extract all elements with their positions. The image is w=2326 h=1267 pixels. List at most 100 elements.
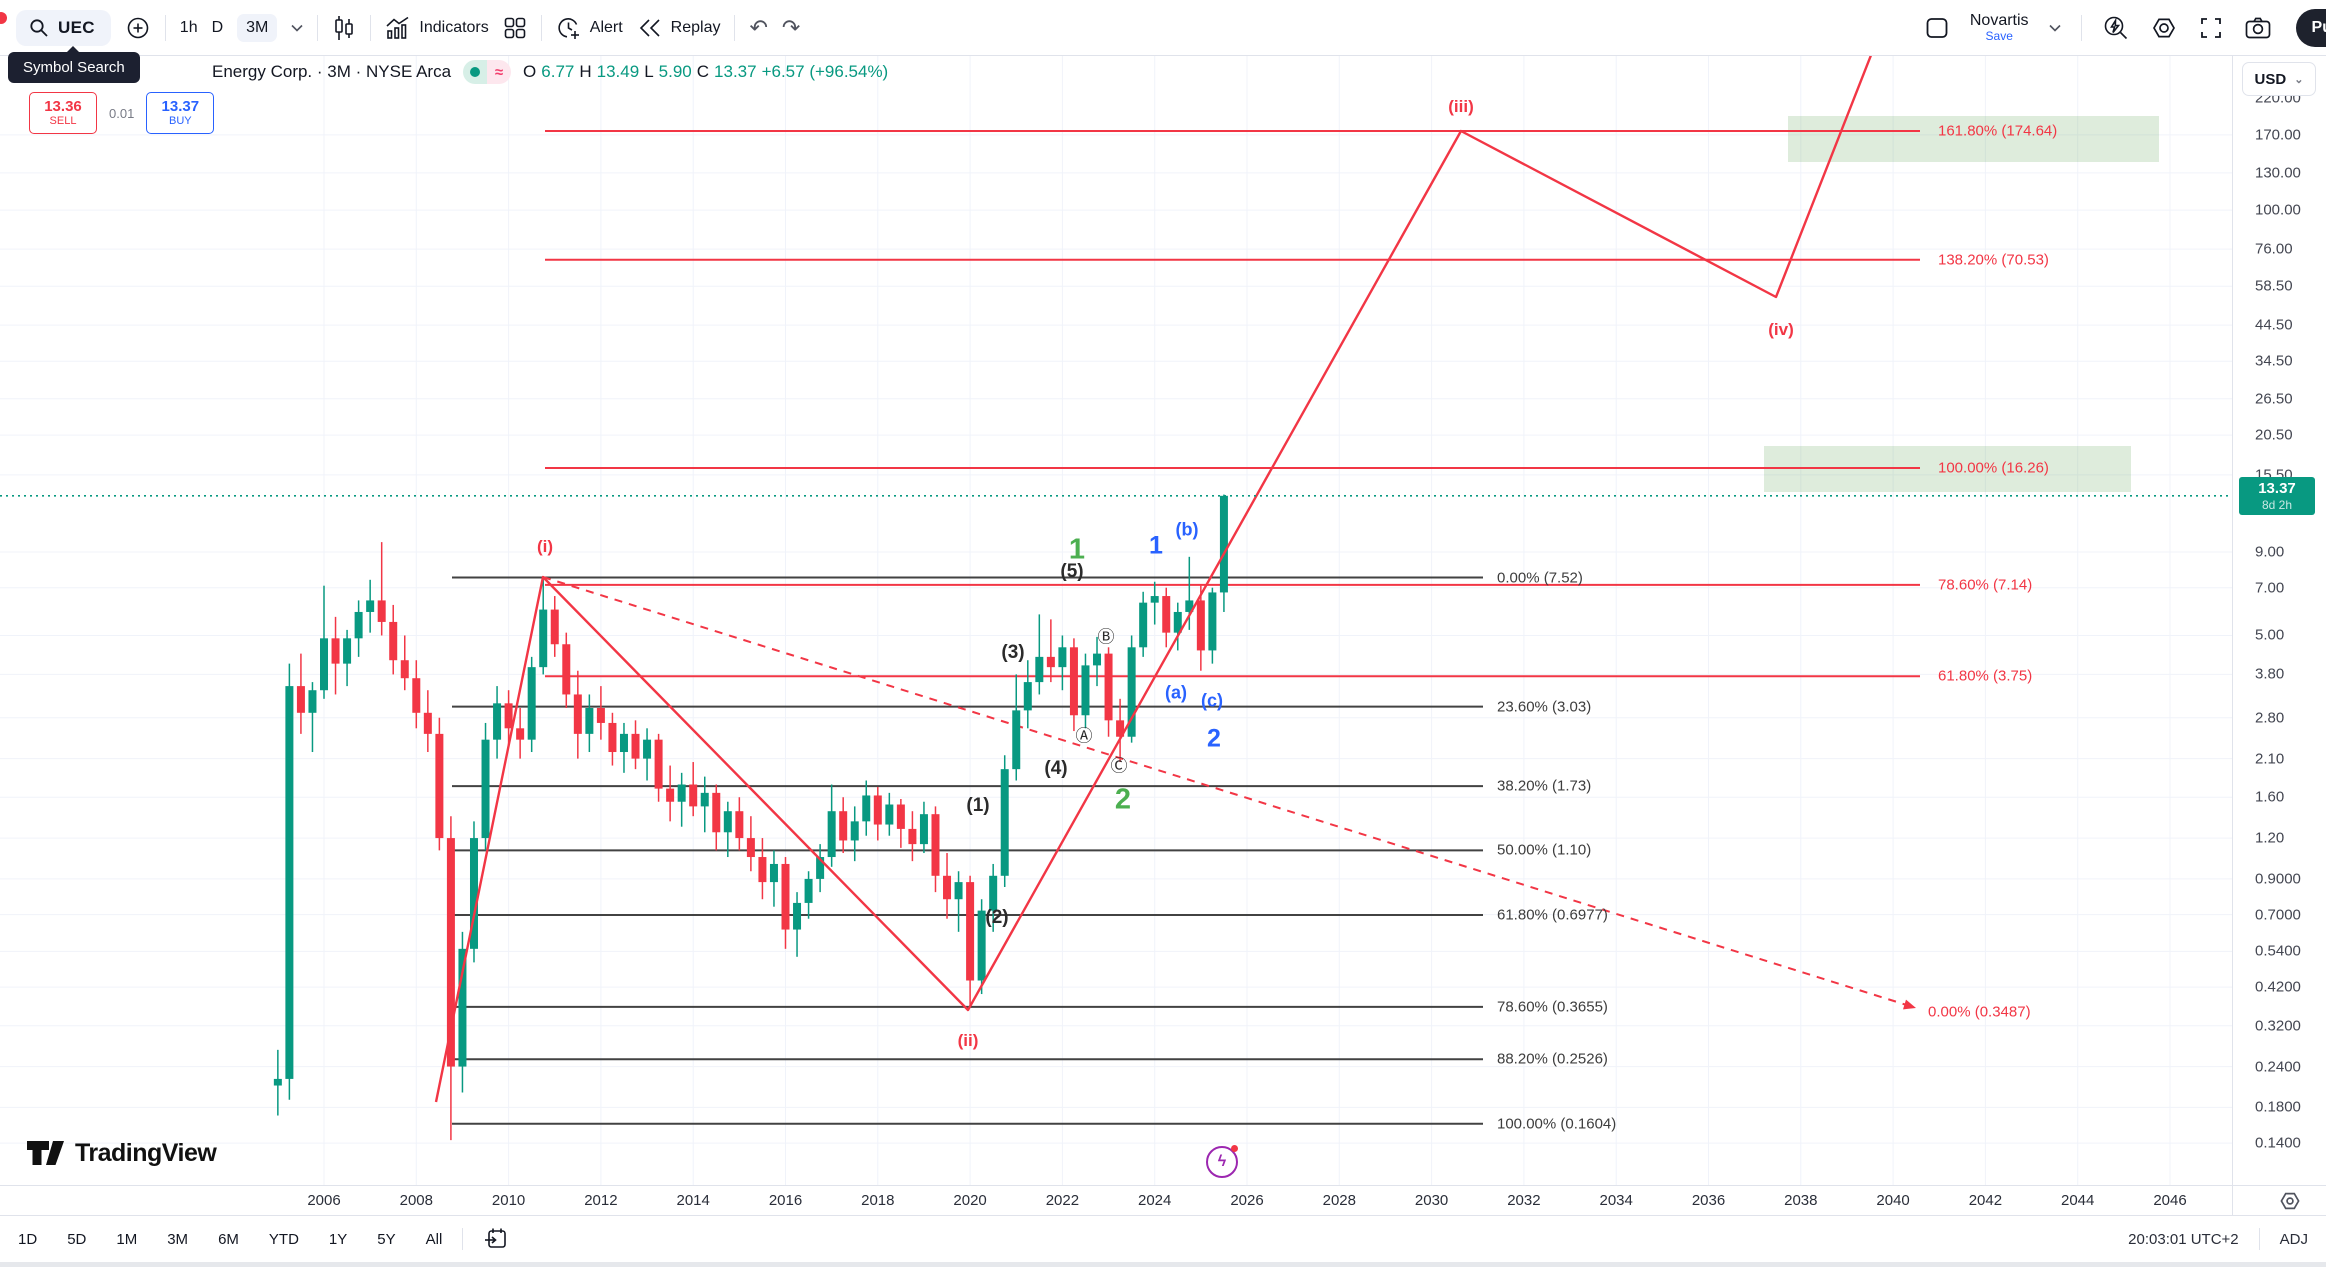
candlestick-series (273, 494, 1228, 1141)
layout-menu[interactable]: Novartis Save (1970, 12, 2029, 43)
divider (2232, 1186, 2233, 1216)
candle-body (1069, 647, 1078, 716)
symbol-search-button[interactable]: UEC (16, 9, 111, 46)
time-axis-settings-icon[interactable] (2278, 1189, 2302, 1213)
grid (0, 56, 2232, 1185)
currency-dropdown[interactable]: USD ⌄ (2242, 62, 2316, 96)
candle-body (885, 804, 894, 825)
change-value: +6.57 (+96.54%) (761, 62, 889, 81)
year-tick: 2008 (399, 1192, 433, 1209)
legend-title[interactable]: Energy Corp. · 3M · NYSE Arca (212, 62, 452, 81)
range-6m[interactable]: 6M (218, 1230, 239, 1248)
candle-body (850, 821, 859, 841)
candle-body (423, 712, 432, 734)
indicators-button[interactable]: Indicators (385, 16, 489, 40)
range-1m[interactable]: 1M (116, 1230, 138, 1248)
camera-snapshot-icon[interactable] (2244, 15, 2272, 41)
price-tick: 3.80 (2255, 665, 2285, 683)
year-tick: 2028 (1322, 1192, 1356, 1209)
top-toolbar: UEC 1h D 3M Indicators Alert Replay ↶ ↷ (0, 0, 2326, 56)
sell-button[interactable]: 13.36 SELL (29, 92, 97, 134)
candle-body (320, 638, 328, 691)
price-tick: 0.9000 (2255, 870, 2301, 888)
range-1y[interactable]: 1Y (328, 1230, 348, 1248)
candle-body (873, 795, 882, 825)
elliott-wave-line[interactable] (434, 56, 1875, 1103)
year-tick: 2022 (1045, 1192, 1080, 1209)
panel-toggle-icon[interactable] (1924, 15, 1950, 41)
price-tick: 5.00 (2255, 626, 2285, 644)
candle-body (504, 703, 513, 729)
compare-add-icon[interactable] (125, 15, 151, 41)
candle-body (296, 686, 305, 713)
buy-button[interactable]: 13.37 BUY (146, 92, 215, 134)
alert-button[interactable]: Alert (556, 15, 623, 41)
price-tick: 44.50 (2255, 316, 2293, 334)
candle-body (712, 792, 721, 833)
symbol-search-value: UEC (58, 17, 95, 37)
candle-body (1185, 600, 1194, 612)
divider (734, 14, 736, 41)
save-button[interactable]: Save (1985, 28, 2013, 43)
fullscreen-icon[interactable] (2198, 15, 2224, 41)
candle-body (366, 600, 375, 612)
quick-search-icon[interactable] (2102, 14, 2130, 42)
candle-body (1035, 656, 1044, 683)
candle-body (493, 703, 502, 740)
replay-button[interactable]: Replay (637, 16, 720, 40)
interval-3m-selected[interactable]: 3M (237, 13, 278, 42)
search-icon (30, 18, 48, 37)
year-tick: 2014 (676, 1192, 710, 1209)
settings-gear-icon[interactable] (2150, 14, 2178, 42)
symbol-search-tooltip: Symbol Search (8, 46, 140, 83)
year-tick: 2018 (861, 1192, 895, 1209)
redo-icon[interactable]: ↷ (781, 14, 801, 40)
year-tick: 2026 (1230, 1192, 1264, 1209)
candle-body (1196, 600, 1205, 651)
range-ytd[interactable]: YTD (268, 1230, 299, 1248)
publish-button[interactable]: Pu (2295, 8, 2326, 47)
adj-toggle[interactable]: ADJ (2279, 1230, 2308, 1248)
goto-date-icon[interactable] (483, 1226, 509, 1252)
candle-body (377, 600, 386, 622)
chevron-down-icon[interactable] (291, 24, 303, 32)
candle-body (435, 733, 444, 839)
interval-1h[interactable]: 1h (179, 18, 198, 36)
candlestick-chart[interactable] (0, 56, 2232, 1185)
price-tick: 0.1400 (2255, 1134, 2301, 1152)
wave-badge-icon: ≈ (487, 60, 512, 84)
interval-1d[interactable]: D (211, 18, 224, 36)
price-axis[interactable]: 220.00 170.00 130.00 100.00 76.00 58.50 44.50 3… (2232, 56, 2326, 1185)
candle-body (1219, 495, 1228, 593)
candle-body (746, 838, 755, 858)
candle-body (1081, 665, 1090, 716)
year-tick: 2032 (1507, 1192, 1541, 1209)
range-1d[interactable]: 1D (18, 1230, 38, 1248)
chart-style-candles-icon[interactable] (332, 15, 356, 41)
range-5y[interactable]: 5Y (377, 1230, 396, 1248)
chevron-down-icon[interactable] (2048, 24, 2061, 32)
fib-diagonal-line[interactable] (542, 576, 1914, 1008)
candle-body (896, 804, 905, 829)
clock-utc[interactable]: 20:03:01 UTC+2 (2128, 1230, 2239, 1248)
candle-body (596, 707, 605, 723)
undo-icon[interactable]: ↶ (749, 14, 768, 40)
lightning-anchor-icon[interactable]: ϟ (1206, 1145, 1238, 1178)
order-panel: 13.36 SELL 0.01 13.37 BUY (29, 92, 215, 134)
tradingview-logo[interactable]: TradingView (26, 1138, 217, 1168)
candle-body (331, 638, 340, 664)
price-tick: 0.5400 (2255, 942, 2301, 960)
range-all[interactable]: All (425, 1230, 443, 1248)
price-tick: 0.4200 (2255, 978, 2301, 996)
price-tick: 2.10 (2255, 750, 2285, 768)
candle-body (608, 722, 617, 753)
templates-grid-icon[interactable] (503, 16, 527, 40)
range-3m[interactable]: 3M (167, 1230, 189, 1248)
price-tick: 34.50 (2255, 352, 2293, 370)
candle-body (516, 728, 525, 740)
range-5d[interactable]: 5D (67, 1230, 87, 1248)
candle-body (643, 739, 652, 759)
candle-body (781, 863, 790, 930)
time-axis[interactable]: 2006 2008 2010 2012 2014 2016 2018 2020 2022 2024… (0, 1185, 2326, 1216)
candle-body (585, 707, 594, 734)
